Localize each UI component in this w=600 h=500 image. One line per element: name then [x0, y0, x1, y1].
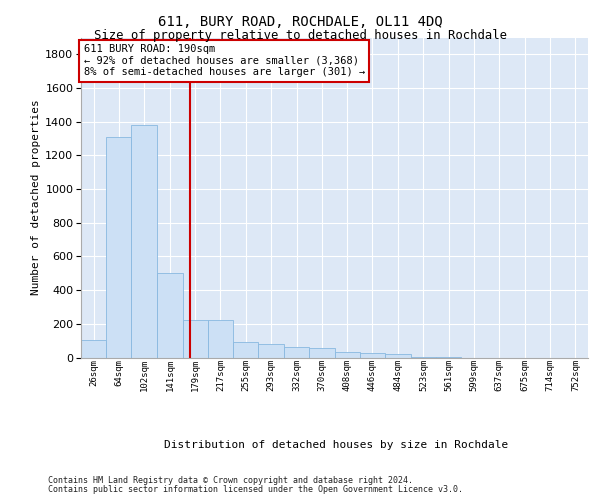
Text: Size of property relative to detached houses in Rochdale: Size of property relative to detached ho…	[94, 29, 506, 42]
Bar	[131, 125, 157, 358]
Text: Contains HM Land Registry data © Crown copyright and database right 2024.: Contains HM Land Registry data © Crown c…	[48, 476, 413, 485]
Bar	[157, 274, 182, 357]
Text: Distribution of detached houses by size in Rochdale: Distribution of detached houses by size …	[164, 440, 508, 450]
Bar	[360, 353, 385, 358]
Bar	[233, 342, 258, 357]
Bar	[436, 357, 461, 358]
Text: 611 BURY ROAD: 190sqm
← 92% of detached houses are smaller (3,368)
8% of semi-de: 611 BURY ROAD: 190sqm ← 92% of detached …	[83, 44, 365, 78]
Y-axis label: Number of detached properties: Number of detached properties	[31, 100, 41, 296]
Bar	[258, 344, 284, 358]
Bar	[182, 320, 208, 358]
Bar	[335, 352, 360, 358]
Bar	[385, 354, 411, 358]
Bar	[309, 348, 335, 358]
Bar	[106, 137, 131, 358]
Text: Contains public sector information licensed under the Open Government Licence v3: Contains public sector information licen…	[48, 484, 463, 494]
Bar	[411, 356, 436, 358]
Text: 611, BURY ROAD, ROCHDALE, OL11 4DQ: 611, BURY ROAD, ROCHDALE, OL11 4DQ	[158, 15, 442, 29]
Bar	[284, 347, 309, 358]
Bar	[208, 320, 233, 358]
Bar	[81, 340, 106, 357]
